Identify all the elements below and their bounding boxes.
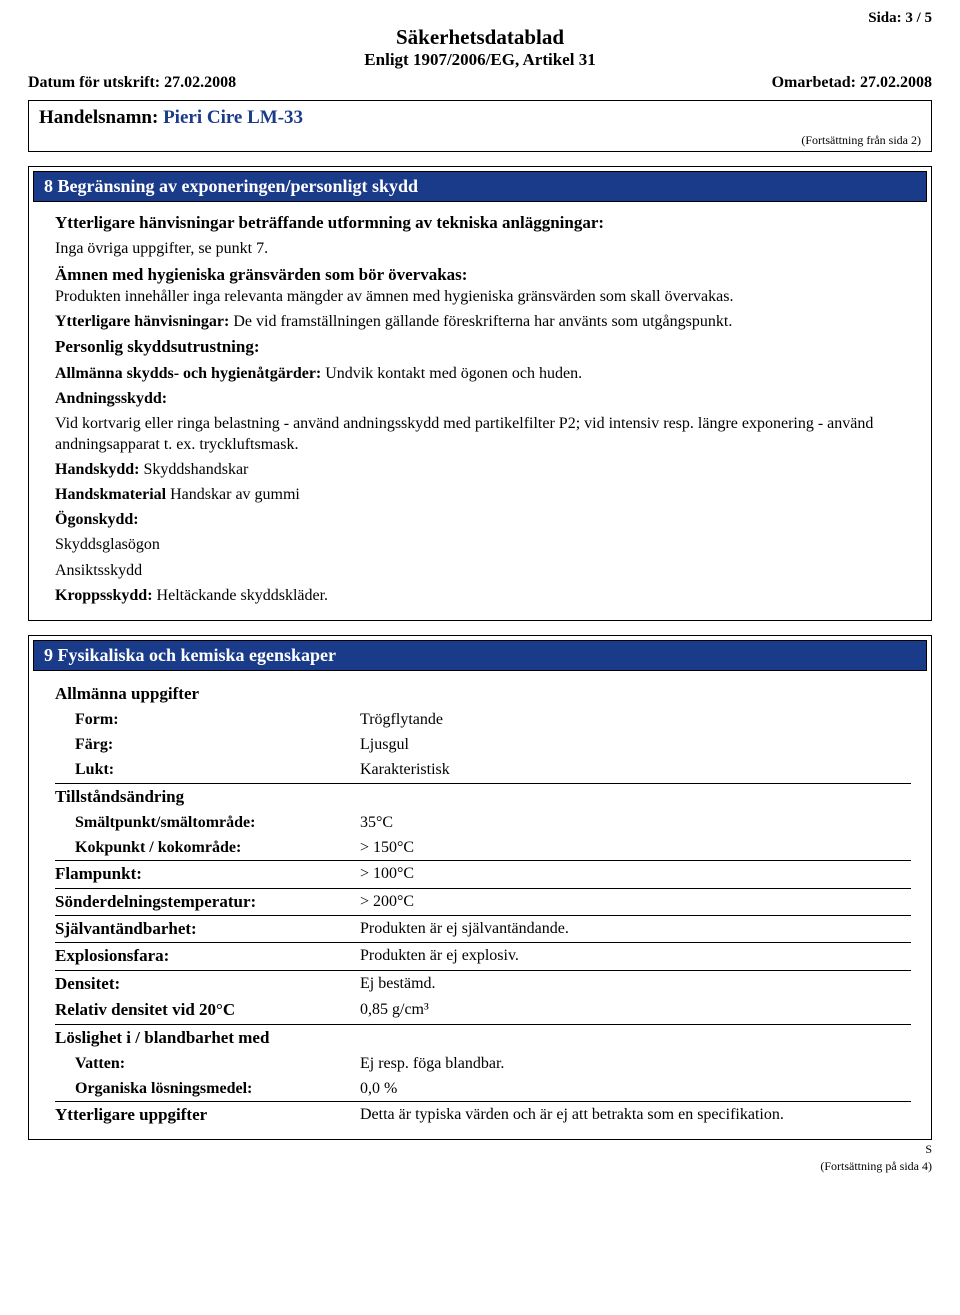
revised-date-value: 27.02.2008 [860,74,932,91]
s8-p9-body: Handskar av gummi [170,486,300,503]
s8-p9: Handskmaterial Handskar av gummi [55,484,911,505]
continued-from: (Fortsättning från sida 2) [39,133,921,148]
s8-p13-body: Heltäckande skyddskläder. [157,587,329,604]
print-date-label: Datum för utskrift: [28,74,164,91]
autoign-label: Självantändbarhet: [55,916,360,943]
table-row: Densitet:Ej bestämd. [55,971,911,997]
s8-p8-body: Skyddshandskar [144,461,249,478]
color-label: Färg: [55,732,360,757]
properties-table: Allmänna uppgifter Form:Trögflytande Fär… [55,681,911,1129]
group-general: Allmänna uppgifter [55,681,911,707]
table-row: Allmänna uppgifter [55,681,911,707]
s8-p13-bold: Kroppsskydd: [55,587,157,604]
table-row: Löslighet i / blandbarhet med [55,1025,911,1051]
table-row: Ytterligare uppgifterDetta är typiska vä… [55,1102,911,1128]
extra-label: Ytterligare uppgifter [55,1102,360,1128]
print-date: Datum för utskrift: 27.02.2008 [28,74,236,92]
table-row: Smältpunkt/smältområde:35°C [55,810,911,835]
s8-p5: Personlig skyddsutrustning: [55,336,911,358]
table-row: Färg:Ljusgul [55,732,911,757]
flash-label: Flampunkt: [55,861,360,888]
revised-date: Omarbetad: 27.02.2008 [772,74,932,92]
decomp-value: > 200°C [360,889,911,916]
table-row: Lukt:Karakteristisk [55,757,911,783]
s8-p12: Ansiktsskydd [55,560,911,581]
doc-title: Säkerhetsdatablad [28,25,932,50]
group-state: Tillståndsändring [55,784,911,810]
melt-value: 35°C [360,810,911,835]
s8-p2: Inga övriga uppgifter, se punkt 7. [55,238,911,259]
table-row: Vatten:Ej resp. föga blandbar. [55,1051,911,1076]
table-row: Självantändbarhet:Produkten är ej själva… [55,916,911,943]
table-row: Relativ densitet vid 20°C0,85 g/cm³ [55,997,911,1024]
s8-p1: Ytterligare hänvisningar beträffande utf… [55,212,911,234]
org-label: Organiska lösningsmedel: [55,1076,360,1102]
s8-p3-bold: Ämnen med hygieniska gränsvärden som bör… [55,265,467,284]
s-mark: S [28,1142,932,1157]
reldens-value: 0,85 g/cm³ [360,997,911,1024]
product-label: Handelsnamn: [39,107,163,128]
table-row: Organiska lösningsmedel:0,0 % [55,1076,911,1102]
s8-p13: Kroppsskydd: Heltäckande skyddskläder. [55,585,911,606]
explo-value: Produkten är ej explosiv. [360,943,911,970]
color-value: Ljusgul [360,732,911,757]
odor-value: Karakteristisk [360,757,911,783]
table-row: Form:Trögflytande [55,707,911,732]
flash-value: > 100°C [360,861,911,888]
continued-next: (Fortsättning på sida 4) [28,1159,932,1174]
autoign-value: Produkten är ej självantändande. [360,916,911,943]
table-row: Flampunkt:> 100°C [55,861,911,888]
doc-subtitle: Enligt 1907/2006/EG, Artikel 31 [28,50,932,70]
melt-label: Smältpunkt/smältområde: [55,810,360,835]
table-row: Kokpunkt / kokområde:> 150°C [55,835,911,861]
decomp-label: Sönderdelningstemperatur: [55,889,360,916]
s8-p3: Ämnen med hygieniska gränsvärden som bör… [55,264,911,308]
table-row: Sönderdelningstemperatur:> 200°C [55,889,911,916]
water-value: Ej resp. föga blandbar. [360,1051,911,1076]
print-date-value: 27.02.2008 [164,74,236,91]
form-value: Trögflytande [360,707,911,732]
s8-p4-body: De vid framställningen gällande föreskri… [233,313,732,330]
s8-p7-bold: Andningsskydd: [55,388,911,409]
s8-p7-body: Vid kortvarig eller ringa belastning - a… [55,413,911,455]
product-box: Handelsnamn: Pieri Cire LM-33 (Fortsättn… [28,100,932,152]
s8-p6-bold: Allmänna skydds- och hygienåtgärder: [55,365,325,382]
s8-p4-bold: Ytterligare hänvisningar: [55,313,233,330]
section-8: 8 Begränsning av exponeringen/personligt… [28,166,932,621]
s8-p10: Ögonskydd: [55,509,911,530]
s8-p8: Handskydd: Skyddshandskar [55,459,911,480]
section-9-header: 9 Fysikaliska och kemiska egenskaper [33,640,927,671]
water-label: Vatten: [55,1051,360,1076]
s8-p3-body: Produkten innehåller inga relevanta mäng… [55,288,733,305]
dens-value: Ej bestämd. [360,971,911,997]
section-8-header: 8 Begränsning av exponeringen/personligt… [33,171,927,202]
product-name: Pieri Cire LM-33 [163,107,303,128]
s8-p9-bold: Handskmaterial [55,486,170,503]
form-label: Form: [55,707,360,732]
table-row: Explosionsfara:Produkten är ej explosiv. [55,943,911,970]
s8-p4: Ytterligare hänvisningar: De vid framstä… [55,311,911,332]
s8-p6-body: Undvik kontakt med ögonen och huden. [325,365,582,382]
odor-label: Lukt: [55,757,360,783]
org-value: 0,0 % [360,1076,911,1102]
section-9: 9 Fysikaliska och kemiska egenskaper All… [28,635,932,1140]
boil-label: Kokpunkt / kokområde: [55,835,360,861]
s8-p11: Skyddsglasögon [55,534,911,555]
boil-value: > 150°C [360,835,911,861]
dens-label: Densitet: [55,971,360,997]
explo-label: Explosionsfara: [55,943,360,970]
table-row: Tillståndsändring [55,784,911,810]
reldens-label: Relativ densitet vid 20°C [55,997,360,1024]
revised-date-label: Omarbetad: [772,74,860,91]
s8-p8-bold: Handskydd: [55,461,144,478]
group-sol: Löslighet i / blandbarhet med [55,1025,911,1051]
s8-p6: Allmänna skydds- och hygienåtgärder: Und… [55,363,911,384]
extra-value: Detta är typiska värden och är ej att be… [360,1102,911,1128]
